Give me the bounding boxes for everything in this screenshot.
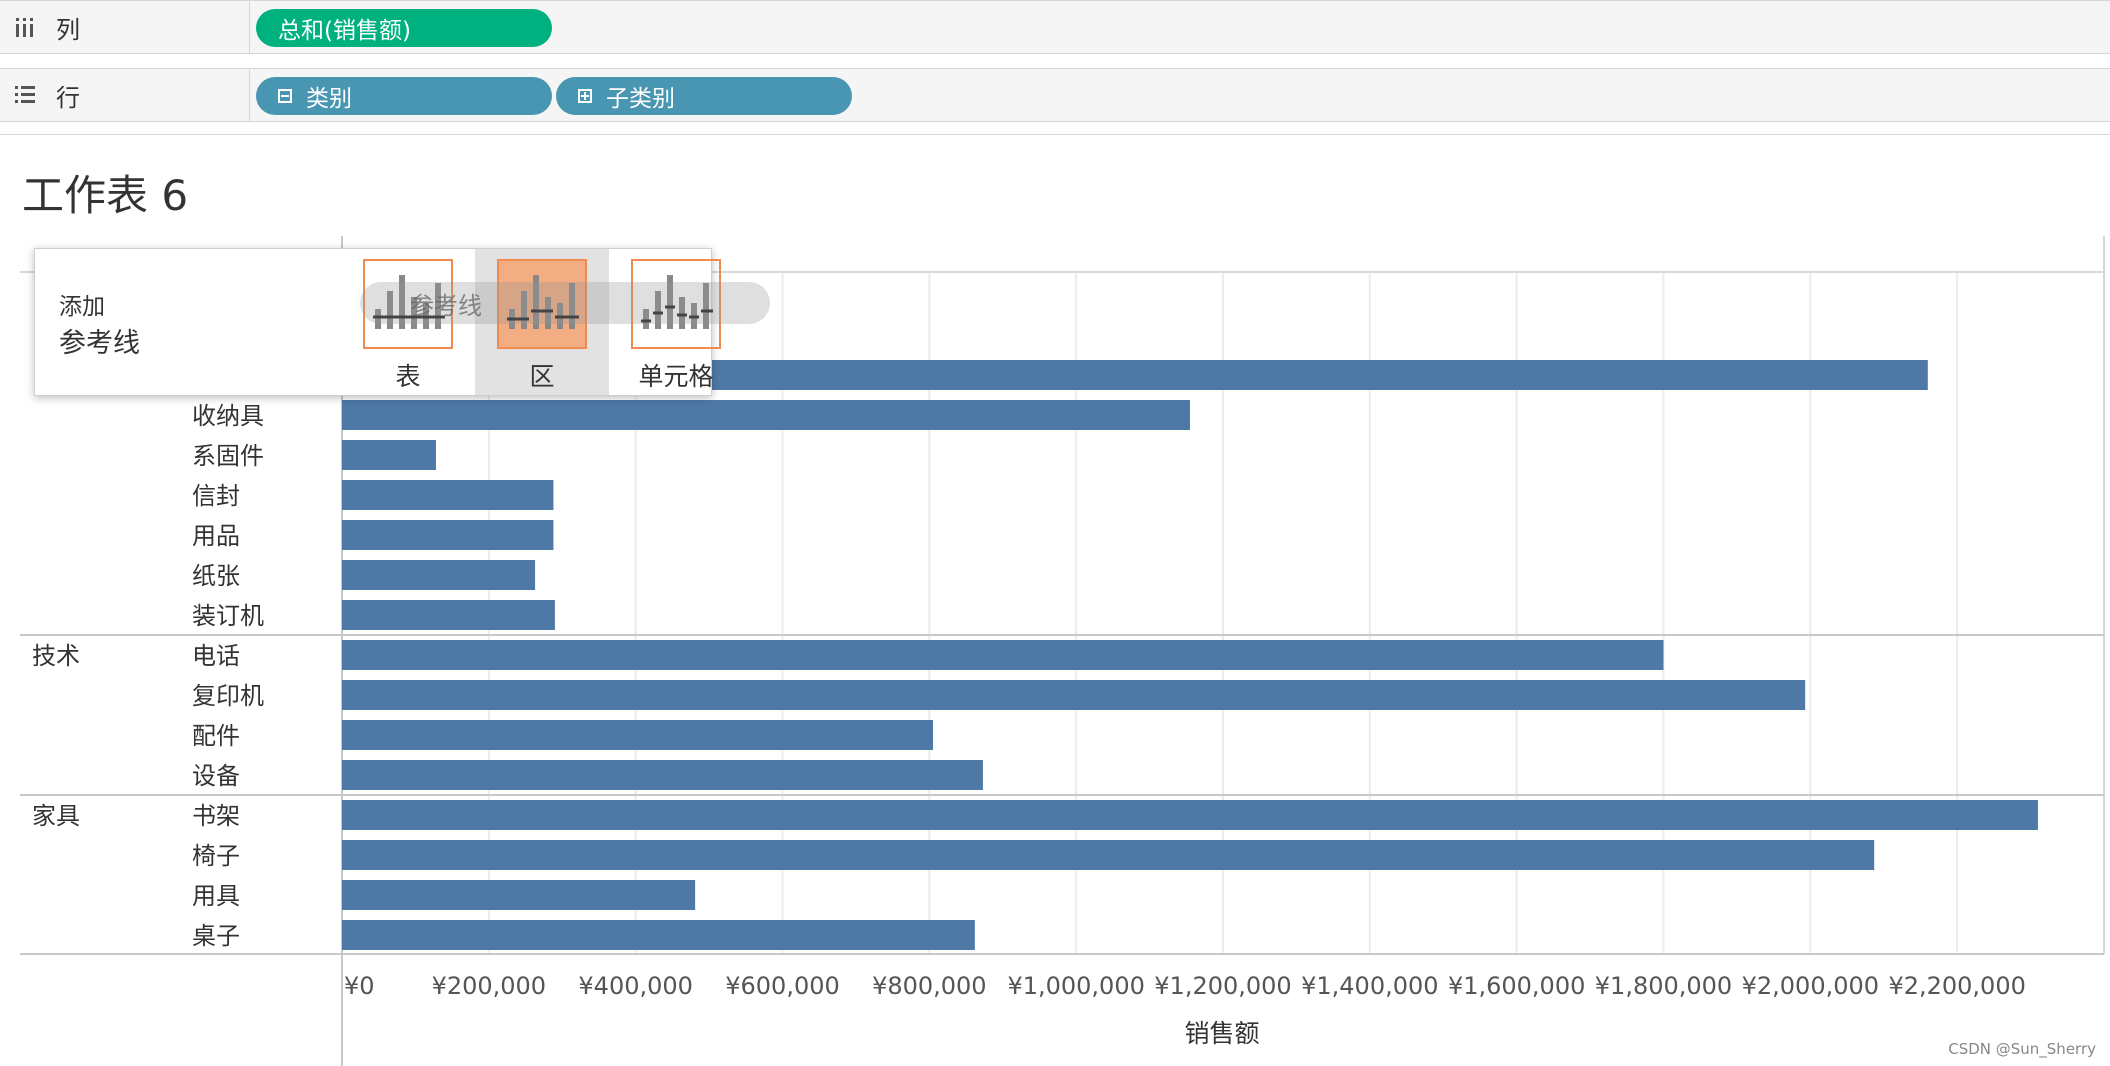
subcategory-label: 书架 [192, 802, 240, 830]
subcategory-label: 装订机 [192, 602, 264, 630]
subcategory-label: 椅子 [192, 842, 240, 870]
bar [342, 440, 436, 470]
subcategory-label: 系固件 [192, 442, 264, 470]
worksheet-area [0, 134, 2110, 1066]
rows-label-text: 行 [56, 83, 80, 112]
popup-reference-line-text: 参考线 [59, 328, 140, 359]
pane-scope-icon [497, 259, 587, 349]
drag-ghost-label: 参考线 [410, 291, 482, 320]
subcategory-pill[interactable]: 子类别 [556, 77, 852, 115]
x-tick-label: ¥0 [344, 972, 375, 1000]
subcategory-label: 用品 [192, 522, 240, 550]
bar [342, 760, 983, 790]
subcategory-label: 配件 [192, 722, 240, 750]
subcategory-label: 信封 [192, 482, 240, 510]
bar [342, 840, 1875, 870]
option-table[interactable]: 表 [341, 249, 475, 395]
x-axis-label: 销售额 [1184, 1019, 1259, 1048]
category-label: 家具 [32, 802, 80, 830]
x-tick-label: ¥200,000 [432, 972, 547, 1000]
option-pane-label: 区 [529, 362, 555, 391]
category-pill[interactable]: 类别 [256, 77, 552, 115]
x-tick-label: ¥800,000 [872, 972, 987, 1000]
reference-line-drag-ghost[interactable]: 参考线 [360, 282, 770, 324]
table-scope-icon [363, 259, 453, 349]
sheet-title: 工作表 6 [22, 171, 189, 220]
bar [342, 640, 1664, 670]
collapse-icon[interactable] [278, 89, 292, 103]
add-reference-line-popup: 添加 参考线 表 区 单元格 [34, 248, 721, 396]
subcategory-label: 用具 [192, 882, 240, 910]
rows-shelf: 行 类别 子类别 [0, 68, 2110, 122]
option-cell[interactable]: 单元格 [609, 249, 743, 395]
popup-add-text: 添加 [59, 294, 105, 320]
cell-scope-icon [631, 259, 721, 349]
option-pane[interactable]: 区 [475, 249, 609, 395]
category-pill-label: 类别 [306, 86, 352, 112]
bar [342, 720, 934, 750]
subcategory-label: 复印机 [192, 682, 264, 710]
bar [342, 400, 1190, 430]
bar [342, 560, 536, 590]
category-label: 技术 [32, 642, 80, 670]
subcategory-label: 桌子 [192, 922, 240, 950]
columns-shelf-label: 列 [0, 1, 250, 53]
bar [342, 680, 1806, 710]
bar [342, 520, 554, 550]
x-tick-label: ¥1,600,000 [1448, 972, 1585, 1000]
bar [342, 480, 554, 510]
columns-label-text: 列 [56, 15, 80, 44]
x-tick-label: ¥1,400,000 [1301, 972, 1438, 1000]
x-tick-label: ¥1,000,000 [1007, 972, 1144, 1000]
option-table-label: 表 [395, 362, 421, 391]
x-tick-label: ¥1,200,000 [1154, 972, 1291, 1000]
subcategory-label: 收纳具 [192, 402, 264, 430]
subcategory-pill-label: 子类别 [606, 86, 675, 112]
sum-sales-pill-label: 总和(销售额) [278, 18, 411, 44]
watermark: CSDN @Sun_Sherry [1948, 1040, 2096, 1058]
x-tick-label: ¥1,800,000 [1595, 972, 1732, 1000]
bar [342, 800, 2038, 830]
expand-icon[interactable] [578, 89, 592, 103]
subcategory-label: 设备 [192, 762, 240, 790]
subcategory-label: 电话 [192, 642, 240, 670]
bar [342, 880, 696, 910]
bar [342, 600, 555, 630]
columns-icon [14, 16, 36, 38]
columns-shelf: 列 总和(销售额) [0, 0, 2110, 54]
x-tick-label: ¥600,000 [725, 972, 840, 1000]
x-tick-label: ¥2,200,000 [1888, 972, 2025, 1000]
rows-shelf-label: 行 [0, 69, 250, 121]
x-tick-label: ¥2,000,000 [1742, 972, 1879, 1000]
sum-sales-pill[interactable]: 总和(销售额) [256, 9, 552, 47]
option-cell-label: 单元格 [638, 362, 714, 391]
bar [342, 920, 975, 950]
rows-icon [14, 84, 36, 106]
subcategory-label: 纸张 [192, 562, 240, 590]
x-tick-label: ¥400,000 [578, 972, 693, 1000]
